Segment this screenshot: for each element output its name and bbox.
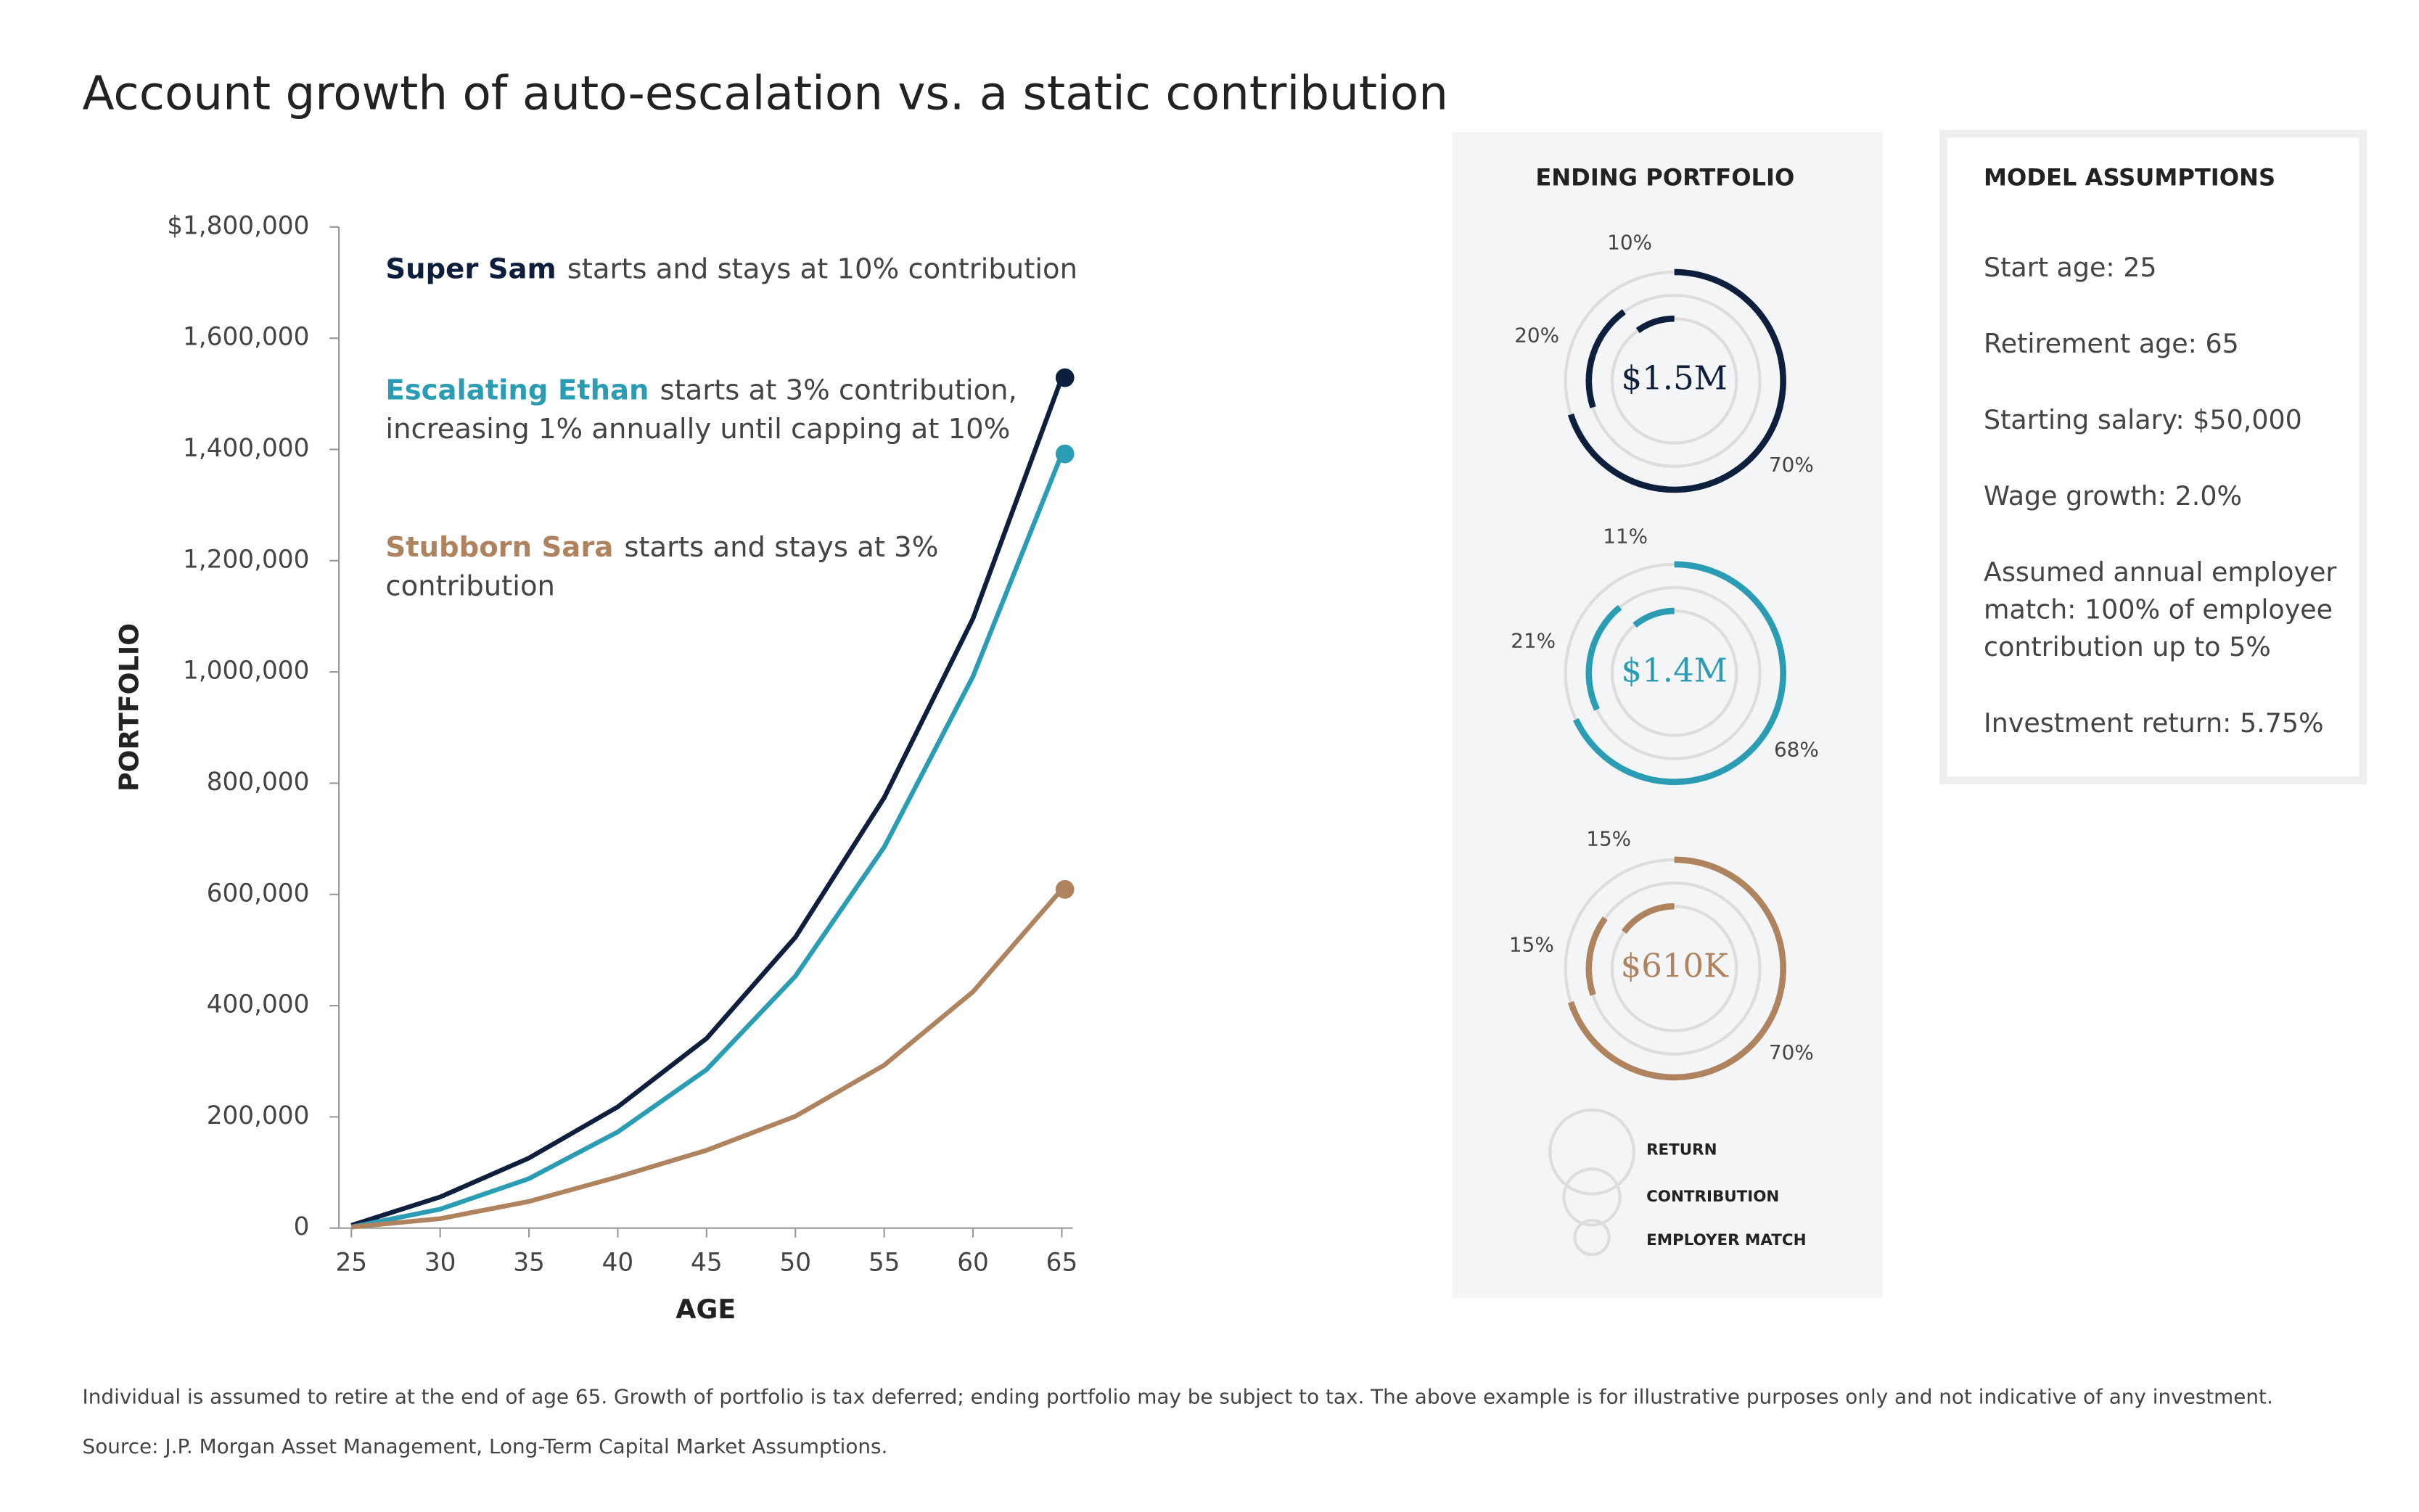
assumption-item: match: 100% of employee [1984,594,2333,625]
y-tick-label: 0 [294,1212,310,1241]
assumption-item: Assumed annual employer [1984,556,2336,588]
series-line [350,453,1064,1230]
legend-label: CONTRIBUTION [1646,1188,1779,1206]
assumption-item: contribution up to 5% [1984,631,2271,662]
x-axis-title: AGE [675,1294,736,1325]
footnote: Source: J.P. Morgan Asset Management, Lo… [83,1434,888,1458]
y-axis-title: PORTFOLIO [113,623,144,792]
legend-name: Super Sam [385,252,556,285]
y-tick-label: 1,600,000 [183,323,309,352]
x-tick-label: 40 [602,1249,634,1278]
portfolio-panel [1452,132,1883,1299]
x-tick-label: 45 [691,1249,723,1278]
y-tick-label: 1,200,000 [183,545,309,574]
x-tick-label: 55 [868,1249,900,1278]
ring-arc [1567,856,1786,1081]
footnote: Individual is assumed to retire at the e… [83,1384,2273,1408]
assumption-item: Wage growth: 2.0% [1984,480,2242,511]
assumption-item: Start age: 25 [1984,252,2157,283]
ring-pct-label: 21% [1511,628,1556,652]
annotation: increasing 1% annually until capping at … [385,413,1010,445]
annotation: starts at 3% contribution, [660,374,1017,406]
legend-ring [1573,1218,1611,1257]
ring-arc [1585,604,1622,711]
ring-pct-label: 70% [1769,453,1814,477]
ring-arc [1585,309,1626,408]
legend-ring [1562,1167,1622,1227]
end-point [1055,880,1075,899]
ring-pct-label: 10% [1607,230,1652,254]
y-tick-label: 1,000,000 [183,657,309,686]
series-line [350,887,1064,1230]
annotation: starts and stays at 10% contribution [567,252,1077,285]
ring-arc [1567,268,1786,493]
ring-total: $610K [1621,946,1729,985]
legend-label: EMPLOYER MATCH [1646,1231,1806,1249]
ring-pct-label: 20% [1514,323,1559,347]
panel-title: ENDING PORTFOLIO [1535,163,1794,191]
x-tick-label: 50 [779,1249,811,1278]
assumptions-title: MODEL ASSUMPTIONS [1984,163,2275,191]
y-tick-label: $1,800,000 [167,211,309,240]
y-tick-label: 400,000 [207,990,310,1019]
x-tick-label: 30 [424,1249,456,1278]
ring-arc [1635,315,1675,334]
y-tick-label: 200,000 [207,1101,310,1130]
assumptions-box [1939,129,2367,784]
legend-ring [1548,1108,1636,1196]
series-line [350,377,1064,1228]
legend-name: Escalating Ethan [385,374,649,406]
legend-label: RETURN [1646,1141,1717,1159]
x-tick-label: 35 [513,1249,545,1278]
annotation: starts and stays at 3% [624,531,938,564]
x-tick-label: 65 [1046,1249,1078,1278]
legend-name: Stubborn Sara [385,531,613,564]
ring-pct-label: 15% [1509,933,1554,957]
ring-total: $1.5M [1622,358,1728,397]
y-tick-label: 1,400,000 [183,434,309,463]
ring-arc [1573,561,1786,786]
ring-arc [1585,916,1608,996]
assumption-item: Investment return: 5.75% [1984,707,2324,739]
x-tick-label: 25 [335,1249,367,1278]
end-point [1055,444,1075,464]
ring-total: $1.4M [1622,651,1728,689]
ring-pct-label: 15% [1586,826,1631,850]
y-tick-label: 800,000 [207,768,310,797]
y-tick-label: 600,000 [207,879,310,908]
ring-arc [1632,607,1675,628]
page-title: Account growth of auto-escalation vs. a … [83,66,1448,120]
assumption-item: Retirement age: 65 [1984,328,2239,359]
ring-arc [1621,903,1675,934]
ring-pct-label: 68% [1774,738,1819,762]
assumption-item: Starting salary: $50,000 [1984,404,2302,435]
ring-pct-label: 70% [1769,1040,1814,1064]
ring-pct-label: 11% [1603,524,1648,548]
annotation: contribution [385,570,555,602]
end-point [1055,368,1075,387]
x-tick-label: 60 [957,1249,989,1278]
